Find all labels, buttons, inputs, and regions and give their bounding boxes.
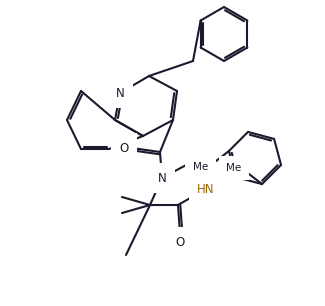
Text: O: O (119, 141, 129, 155)
Text: Me: Me (227, 163, 241, 173)
Text: O: O (176, 236, 185, 248)
Text: N: N (158, 171, 166, 185)
Text: Me: Me (193, 162, 209, 172)
Text: N: N (116, 87, 124, 99)
Text: HN: HN (197, 182, 215, 196)
Text: Me: Me (192, 157, 208, 167)
